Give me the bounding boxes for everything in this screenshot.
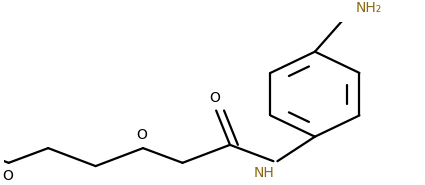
Text: NH: NH bbox=[254, 166, 275, 180]
Text: O: O bbox=[2, 169, 13, 183]
Text: O: O bbox=[136, 128, 147, 142]
Text: O: O bbox=[210, 91, 221, 105]
Text: NH₂: NH₂ bbox=[355, 1, 382, 15]
